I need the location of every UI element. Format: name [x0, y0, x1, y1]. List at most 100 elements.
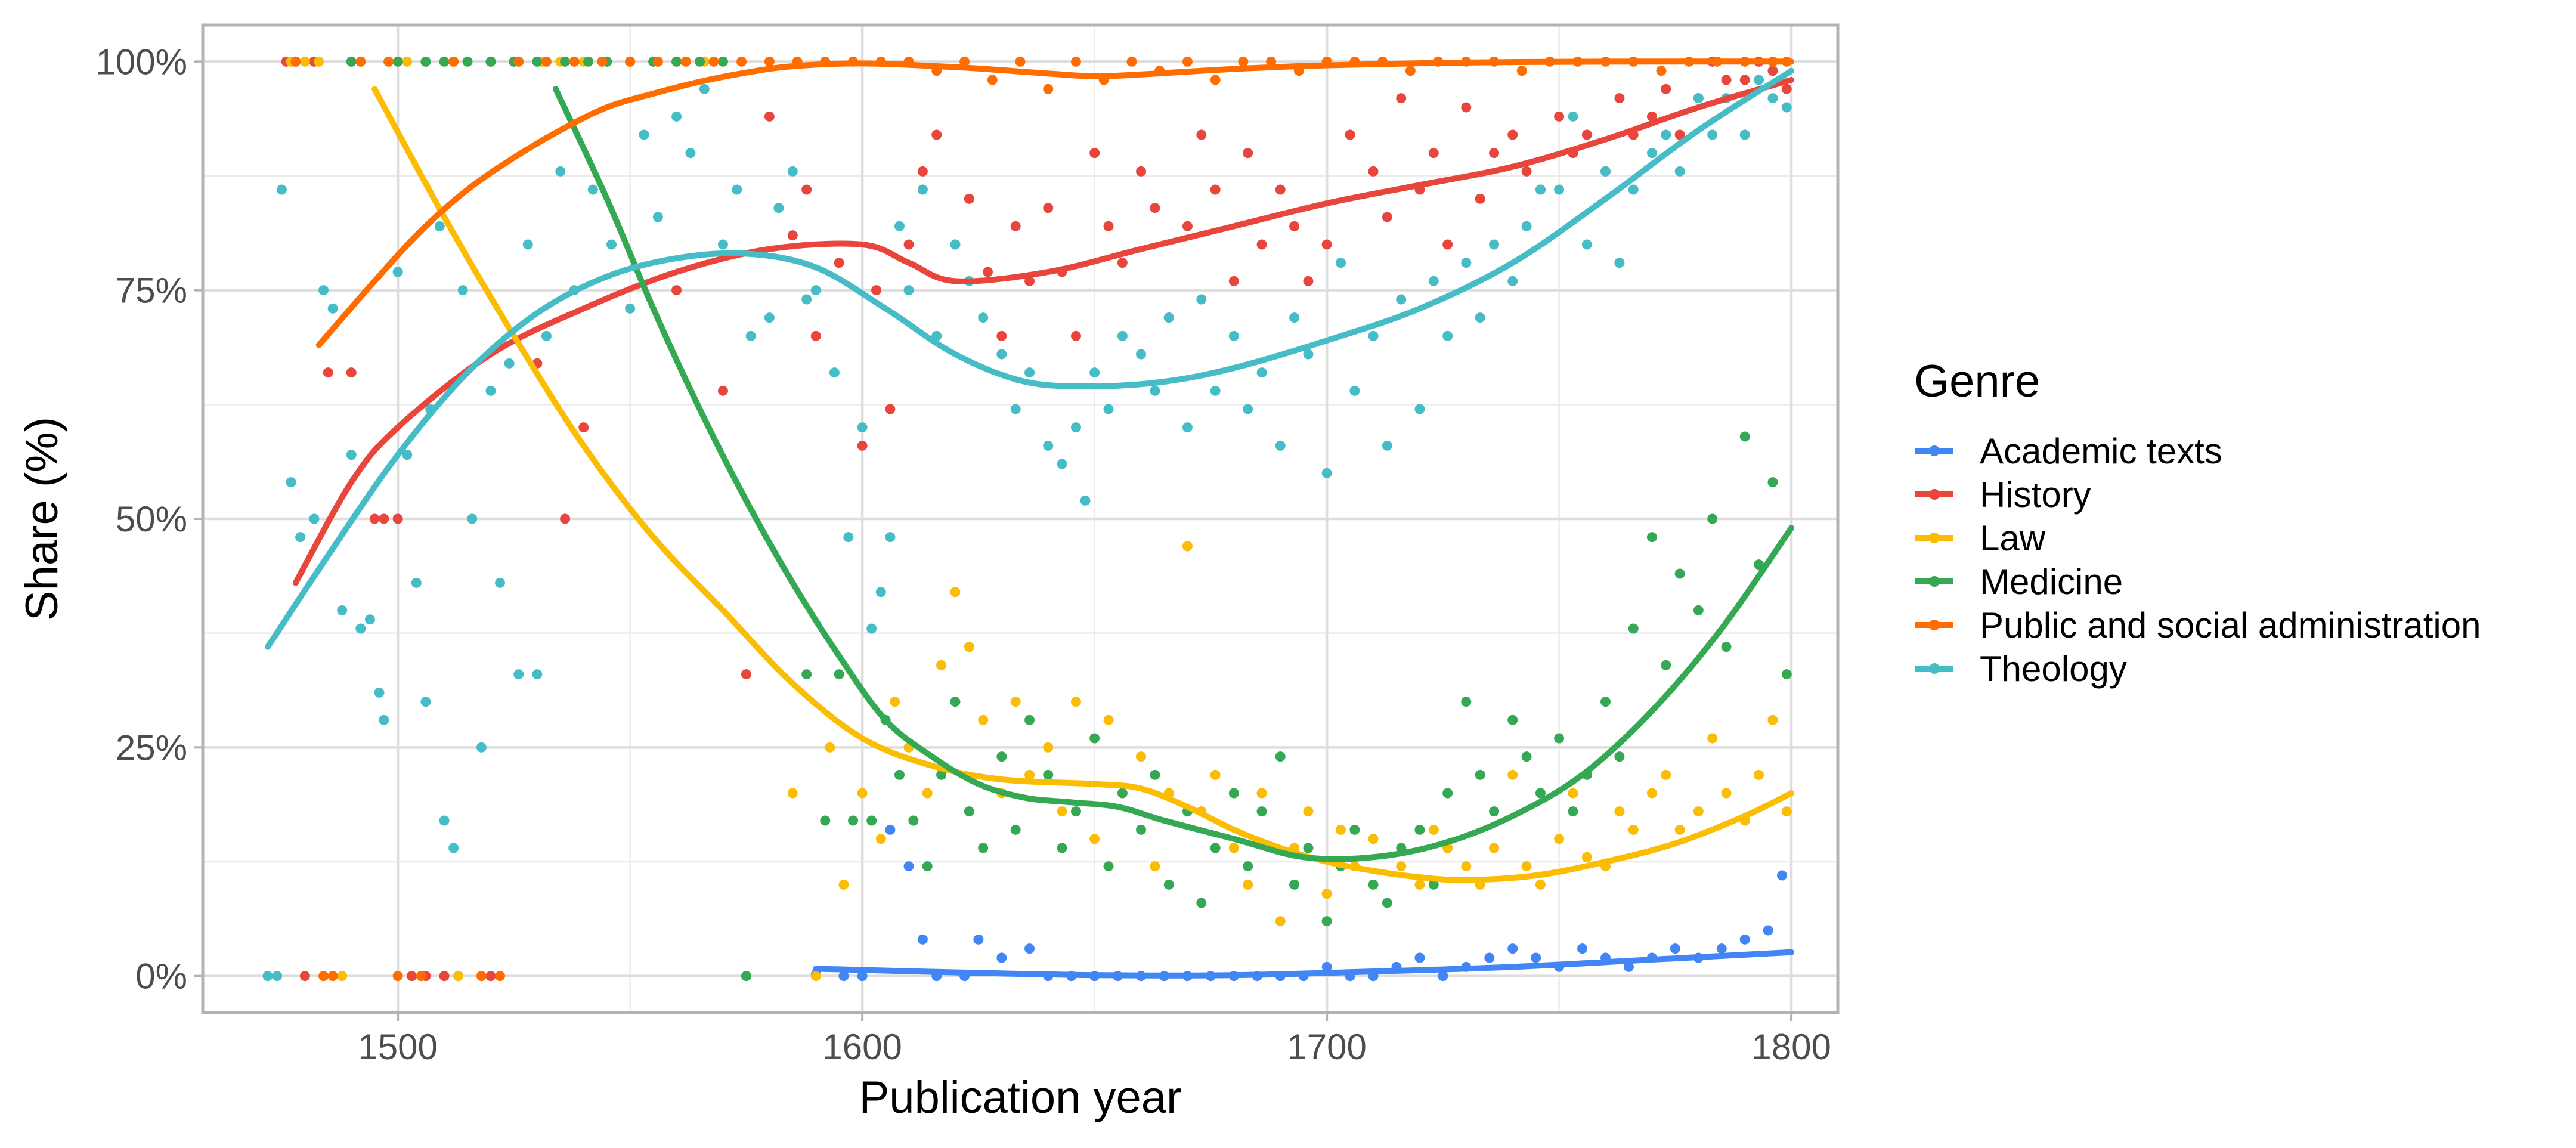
data-point	[857, 440, 868, 451]
data-point	[1614, 93, 1625, 104]
data-point	[392, 513, 403, 524]
data-point	[1289, 221, 1300, 231]
data-point	[1568, 806, 1578, 817]
data-point	[978, 843, 989, 853]
data-point	[1289, 312, 1300, 323]
data-point	[1368, 879, 1379, 890]
data-point	[1396, 861, 1407, 872]
data-point	[1057, 843, 1067, 853]
data-point	[1507, 129, 1518, 140]
data-point	[1438, 971, 1448, 982]
data-point	[1043, 742, 1054, 753]
data-point	[848, 815, 859, 826]
data-point	[931, 129, 942, 140]
data-point	[1656, 66, 1667, 76]
data-point	[1024, 367, 1035, 378]
data-point	[857, 788, 868, 799]
data-point	[323, 367, 333, 378]
data-point	[1275, 916, 1286, 927]
data-point	[671, 111, 682, 122]
data-point	[1442, 239, 1453, 250]
data-point	[1767, 714, 1778, 725]
data-point	[532, 56, 543, 67]
data-point	[1739, 129, 1750, 140]
data-point	[1382, 898, 1392, 908]
data-point	[513, 669, 524, 680]
data-point	[866, 623, 877, 634]
data-point	[1461, 697, 1472, 707]
data-point	[625, 303, 636, 314]
data-point	[1777, 870, 1788, 881]
data-point	[327, 303, 338, 314]
data-point	[1428, 879, 1439, 890]
data-point	[1024, 714, 1035, 725]
data-point	[801, 669, 812, 680]
data-point	[1767, 93, 1778, 104]
data-point	[379, 513, 389, 524]
data-point	[1228, 330, 1239, 341]
series-points	[346, 56, 1792, 982]
data-point	[1428, 276, 1439, 286]
data-point	[964, 642, 974, 652]
data-point	[1275, 751, 1286, 762]
data-point	[1600, 166, 1611, 177]
data-point	[1396, 93, 1407, 104]
data-point	[1150, 769, 1160, 780]
trend-lines	[265, 58, 1795, 979]
data-point	[1335, 824, 1346, 835]
data-point	[346, 367, 357, 378]
data-point	[1721, 642, 1732, 652]
data-point	[1089, 834, 1100, 844]
data-point	[950, 239, 961, 250]
data-point	[908, 815, 919, 826]
data-point	[639, 129, 649, 140]
data-point	[299, 56, 310, 67]
data-point	[1136, 349, 1147, 360]
data-point	[866, 815, 877, 826]
data-point	[1196, 129, 1207, 140]
data-point	[978, 312, 989, 323]
data-point	[1024, 276, 1035, 286]
data-point	[364, 614, 375, 625]
data-point	[1321, 889, 1332, 899]
data-point	[276, 184, 287, 195]
data-point	[996, 330, 1007, 341]
data-point	[578, 422, 589, 433]
data-point	[1521, 861, 1532, 872]
data-point	[1628, 623, 1639, 634]
data-point	[448, 843, 459, 853]
data-point	[1289, 879, 1300, 890]
data-point	[936, 660, 947, 670]
data-point	[439, 971, 450, 982]
data-point	[964, 193, 974, 204]
data-point	[1256, 239, 1267, 250]
data-point	[1781, 806, 1792, 817]
data-point	[448, 56, 459, 67]
data-point	[420, 56, 431, 67]
legend-key-point	[1929, 489, 1940, 500]
data-point	[787, 230, 798, 241]
data-point	[671, 285, 682, 296]
data-point	[1057, 806, 1067, 817]
data-point	[950, 697, 961, 707]
legend-item: Law	[1915, 518, 2046, 558]
data-point	[1693, 93, 1704, 104]
trend-line	[813, 949, 1795, 979]
data-point	[764, 111, 775, 122]
data-point	[1010, 221, 1021, 231]
data-point	[1531, 952, 1541, 963]
data-point	[1646, 532, 1657, 543]
data-point	[1674, 129, 1685, 140]
y-axis-ticks: 0% 25% 50% 75% 100%	[96, 42, 203, 997]
data-point	[950, 587, 961, 598]
data-point	[295, 532, 306, 543]
data-point	[1581, 852, 1592, 862]
data-point	[917, 184, 928, 195]
y-axis-title: Share (%)	[17, 417, 67, 621]
scatter-points	[262, 56, 1792, 982]
data-point	[416, 971, 426, 982]
data-point	[936, 769, 947, 780]
data-point	[825, 742, 835, 753]
